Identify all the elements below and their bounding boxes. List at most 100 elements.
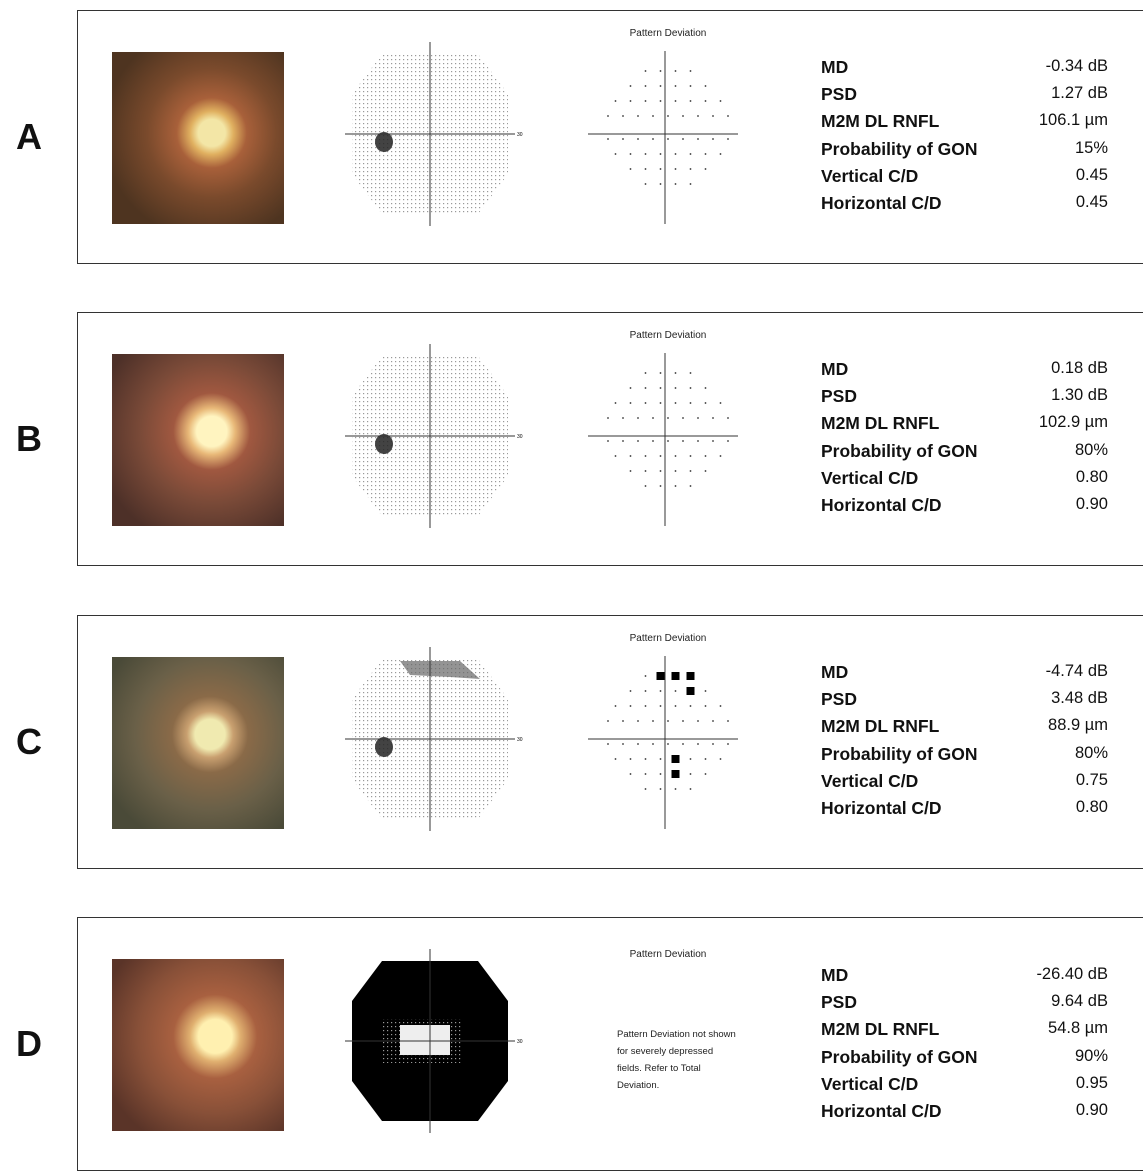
deviation-dot: [652, 440, 654, 442]
deviation-dot: [607, 115, 609, 117]
metric-name: M2M DL RNFL: [821, 716, 939, 737]
metric-value: 0.45: [1076, 193, 1108, 212]
pattern-deviation-plot: [588, 46, 748, 226]
pattern-deviation-title: Pattern Deviation: [598, 633, 738, 644]
deviation-dot: [630, 85, 632, 87]
deviation-dot: [660, 788, 662, 790]
metric-name: Vertical C/D: [821, 468, 918, 489]
deviation-dot: [727, 138, 729, 140]
deviation-dot: [660, 455, 662, 457]
deviation-dot: [705, 153, 707, 155]
deviation-dot: [615, 402, 617, 404]
deviation-dot: [712, 743, 714, 745]
deviation-dot: [645, 690, 647, 692]
deviation-dot: [690, 758, 692, 760]
metric-value: 106.1 µm: [1039, 111, 1108, 130]
metric-name: MD: [821, 662, 848, 683]
deviation-dot: [622, 720, 624, 722]
deviation-dot: [667, 440, 669, 442]
deviation-dot: [720, 100, 722, 102]
metric-value: 0.90: [1076, 1101, 1108, 1120]
deviation-dot: [712, 720, 714, 722]
deviation-dot: [682, 440, 684, 442]
deviation-dot: [660, 773, 662, 775]
deviation-dot: [675, 690, 677, 692]
deviation-dot: [727, 720, 729, 722]
page: {"vf_scale_label": "30", "panels": [ {"l…: [0, 0, 1143, 1170]
deviation-dot: [690, 153, 692, 155]
deviation-dot: [690, 788, 692, 790]
deviation-dot: [720, 455, 722, 457]
deviation-dot: [622, 440, 624, 442]
deviation-dot: [645, 183, 647, 185]
deviation-dot: [622, 115, 624, 117]
pattern-deviation-plot: [588, 348, 748, 528]
deviation-dot: [697, 115, 699, 117]
panel-label: B: [10, 418, 48, 460]
deviation-dot: [630, 153, 632, 155]
deviation-dot: [690, 168, 692, 170]
deviation-dot: [675, 788, 677, 790]
blind-spot: [375, 737, 393, 757]
deviation-dot: [615, 100, 617, 102]
metric-name: Probability of GON: [821, 1047, 978, 1068]
deviation-dot: [645, 455, 647, 457]
deviation-dot: [630, 455, 632, 457]
metric-value: 1.30 dB: [1051, 386, 1108, 405]
deviation-dot: [645, 100, 647, 102]
metric-value: -26.40 dB: [1036, 965, 1108, 984]
deviation-dot: [682, 743, 684, 745]
deviation-dot: [705, 705, 707, 707]
scale-label: 30: [517, 737, 523, 743]
metric-name: M2M DL RNFL: [821, 1019, 939, 1040]
deviation-dot: [645, 758, 647, 760]
deviation-dot: [675, 85, 677, 87]
metric-value: 102.9 µm: [1039, 413, 1108, 432]
deviation-dot: [675, 168, 677, 170]
deviation-dot: [675, 485, 677, 487]
panel-label: A: [10, 116, 48, 158]
deviation-dot: [645, 85, 647, 87]
panel: 30Pattern DeviationPattern Deviation not…: [77, 917, 1143, 1171]
deviation-dot: [645, 675, 647, 677]
metric-name: PSD: [821, 84, 857, 105]
deviation-dot: [705, 470, 707, 472]
deviation-dot: [645, 372, 647, 374]
metric-value: 0.18 dB: [1051, 359, 1108, 378]
metric-name: MD: [821, 57, 848, 78]
deviation-dot: [697, 417, 699, 419]
deviation-dot: [667, 417, 669, 419]
deviation-dot: [645, 470, 647, 472]
pattern-deviation-title: Pattern Deviation: [598, 949, 738, 960]
deviation-dot: [727, 417, 729, 419]
deviation-dot: [622, 743, 624, 745]
deviation-dot: [697, 743, 699, 745]
deviation-dot: [675, 705, 677, 707]
deviation-square: [687, 687, 695, 695]
metric-name: M2M DL RNFL: [821, 111, 939, 132]
deviation-dot: [705, 455, 707, 457]
deviation-dot: [630, 168, 632, 170]
deviation-dot: [630, 758, 632, 760]
metric-value: 0.75: [1076, 771, 1108, 790]
deviation-dot: [667, 720, 669, 722]
deviation-dot: [630, 705, 632, 707]
deviation-dot: [660, 387, 662, 389]
deviation-dot: [637, 743, 639, 745]
deviation-dot: [645, 788, 647, 790]
fundus-photo: [112, 959, 284, 1131]
deviation-dot: [652, 417, 654, 419]
spared-region: [400, 1025, 450, 1055]
deviation-dot: [720, 705, 722, 707]
deviation-dot: [660, 705, 662, 707]
deviation-square: [672, 672, 680, 680]
deviation-dot: [675, 153, 677, 155]
panel-label: D: [10, 1023, 48, 1065]
metric-value: 88.9 µm: [1048, 716, 1108, 735]
metric-value: 90%: [1075, 1047, 1108, 1066]
deviation-dot: [615, 705, 617, 707]
deviation-dot: [660, 70, 662, 72]
deviation-dot: [690, 85, 692, 87]
deviation-square: [657, 672, 665, 680]
